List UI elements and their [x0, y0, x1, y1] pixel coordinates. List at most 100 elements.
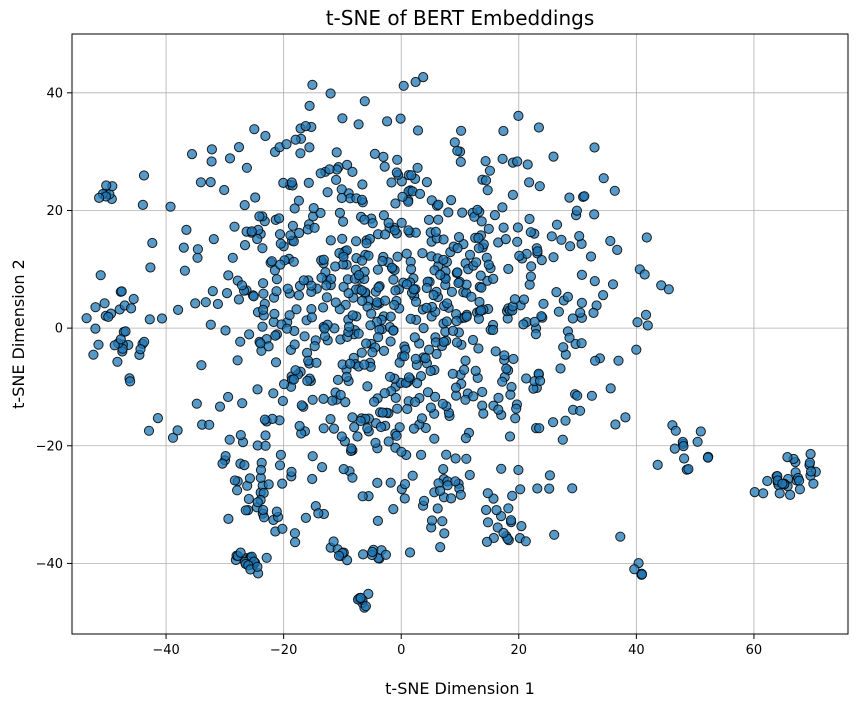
scatter-point — [275, 449, 286, 460]
scatter-point — [235, 430, 246, 441]
scatter-point — [417, 248, 428, 259]
scatter-point — [186, 149, 198, 160]
scatter-point — [455, 489, 466, 500]
scatter-point — [406, 264, 417, 275]
scatter-point — [504, 431, 516, 442]
scatter-point — [473, 232, 484, 244]
scatter-point — [498, 125, 509, 137]
scatter-point — [366, 308, 377, 319]
scatter-point — [300, 512, 311, 524]
scatter-point — [233, 294, 244, 305]
scatter-point — [120, 326, 131, 337]
scatter-point — [383, 217, 394, 228]
scatter-point — [612, 244, 623, 255]
scatter-point — [418, 72, 429, 83]
scatter-point — [322, 187, 333, 198]
scatter-point — [548, 417, 559, 428]
scatter-point — [493, 392, 504, 403]
scatter-point — [642, 320, 653, 331]
scatter-point — [315, 168, 326, 179]
scatter-point — [126, 303, 137, 314]
scatter-point — [447, 325, 459, 336]
scatter-point — [571, 205, 583, 216]
scatter-point — [556, 234, 567, 245]
scatter-point — [406, 170, 417, 181]
scatter-point — [373, 282, 384, 293]
scatter-point — [613, 355, 624, 366]
scatter-point — [513, 110, 524, 122]
scatter-point — [758, 488, 769, 499]
scatter-point — [529, 316, 540, 327]
scatter-point — [300, 121, 311, 132]
scatter-point — [357, 255, 368, 266]
scatter-point — [457, 207, 468, 218]
scatter-point — [246, 226, 257, 237]
scatter-point — [288, 374, 299, 385]
scatter-point — [223, 391, 234, 403]
scatter-point — [263, 479, 274, 490]
scatter-point — [499, 350, 510, 361]
scatter-point — [426, 515, 438, 526]
scatter-point — [435, 269, 446, 280]
scatter-point — [288, 256, 299, 267]
data-points — [81, 72, 821, 613]
scatter-point — [443, 207, 454, 218]
scatter-point — [318, 393, 329, 404]
scatter-point — [483, 259, 494, 270]
scatter-point — [438, 464, 449, 475]
scatter-point — [391, 430, 402, 441]
scatter-point — [223, 270, 234, 281]
scatter-point — [497, 153, 508, 164]
scatter-point — [473, 313, 484, 324]
scatter-point — [362, 423, 373, 434]
scatter-point — [338, 251, 349, 262]
scatter-point — [101, 180, 112, 191]
scatter-point — [330, 261, 341, 272]
scatter-point — [212, 298, 223, 310]
scatter-point — [295, 148, 306, 159]
scatter-point — [204, 419, 215, 430]
scatter-point — [806, 466, 817, 477]
scatter-point — [294, 227, 305, 239]
scatter-point — [287, 220, 298, 231]
scatter-point — [285, 230, 296, 241]
scatter-point — [165, 201, 176, 212]
scatter-point — [598, 290, 609, 301]
scatter-point — [303, 177, 314, 188]
scatter-point — [430, 391, 441, 402]
scatter-point — [261, 552, 272, 563]
scatter-point — [501, 363, 512, 374]
scatter-point — [271, 286, 282, 297]
scatter-point — [334, 207, 345, 218]
scatter-point — [455, 156, 466, 167]
scatter-point — [260, 440, 271, 451]
scatter-point — [266, 256, 277, 267]
scatter-point — [408, 284, 419, 295]
scatter-point — [290, 365, 301, 376]
scatter-point — [167, 432, 179, 443]
scatter-point — [370, 437, 381, 448]
scatter-point — [416, 413, 428, 424]
scatter-point — [598, 173, 609, 184]
scatter-point — [223, 513, 234, 525]
scatter-point — [749, 487, 760, 498]
scatter-point — [195, 177, 206, 188]
scatter-point — [347, 310, 358, 321]
scatter-point — [500, 234, 511, 245]
scatter-point — [321, 280, 332, 291]
scatter-point — [232, 355, 243, 366]
scatter-point — [252, 497, 263, 508]
scatter-point — [431, 348, 442, 360]
scatter-point — [544, 470, 556, 481]
scatter-point — [144, 314, 155, 325]
scatter-point — [605, 383, 616, 394]
scatter-point — [411, 296, 422, 307]
scatter-point — [378, 151, 389, 162]
scatter-point — [338, 464, 349, 475]
scatter-point — [362, 381, 373, 392]
scatter-point — [128, 293, 139, 305]
scatter-point — [464, 249, 476, 260]
scatter-point — [437, 398, 448, 409]
scatter-point — [403, 372, 415, 383]
y-axis-label: t-SNE Dimension 2 — [9, 259, 28, 409]
